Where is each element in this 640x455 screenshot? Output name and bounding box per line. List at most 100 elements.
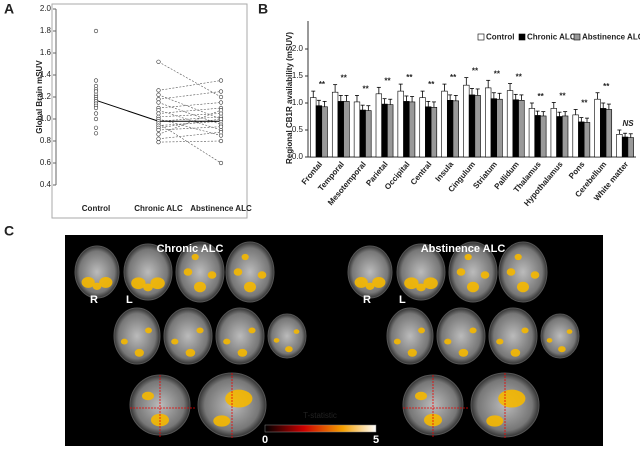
bar bbox=[528, 108, 536, 158]
bar bbox=[621, 136, 629, 158]
data-point bbox=[218, 100, 224, 105]
activation-blob bbox=[546, 338, 553, 343]
activation-blob bbox=[257, 271, 267, 279]
activation-blob bbox=[207, 271, 217, 279]
activation-blob bbox=[506, 268, 516, 276]
brain-slice bbox=[175, 241, 225, 303]
data-point bbox=[218, 94, 224, 100]
activation-blob bbox=[196, 327, 204, 334]
y-axis-label: Global Brain mSUV bbox=[35, 60, 44, 134]
brain-slice bbox=[74, 245, 120, 299]
x-tick-label: Control bbox=[82, 204, 110, 213]
activation-blob bbox=[393, 338, 401, 345]
paired-line bbox=[158, 109, 222, 131]
bar bbox=[600, 108, 607, 158]
bar bbox=[446, 100, 454, 158]
paired-line bbox=[158, 91, 222, 100]
brain-slice bbox=[225, 241, 275, 303]
bar bbox=[512, 99, 519, 158]
activation-blob bbox=[469, 327, 477, 334]
paired-line bbox=[158, 140, 222, 143]
activation-blob bbox=[517, 281, 529, 293]
y-tick-label: 2.0 bbox=[40, 4, 52, 13]
side-label: L bbox=[399, 294, 406, 306]
legend-label: Control bbox=[486, 33, 514, 42]
data-point bbox=[156, 59, 161, 64]
bar bbox=[419, 97, 426, 158]
bar bbox=[468, 94, 476, 158]
activation-blob bbox=[171, 338, 179, 345]
activation-blob bbox=[530, 271, 540, 279]
bar bbox=[375, 93, 382, 158]
bar bbox=[627, 137, 634, 158]
y-tick-label: 1.6 bbox=[40, 48, 52, 57]
bar bbox=[556, 116, 563, 158]
legend-swatch bbox=[518, 33, 526, 41]
bar bbox=[365, 110, 372, 158]
panel-c: Chronic ALC R L Abstinence ALC R L T-statistic… bbox=[74, 241, 580, 446]
colorbar bbox=[264, 424, 377, 433]
bar bbox=[506, 90, 514, 158]
paired-line bbox=[158, 80, 222, 91]
legend-swatch bbox=[573, 33, 581, 41]
panel-title: Abstinence ALC bbox=[421, 243, 506, 255]
activation-blob bbox=[464, 253, 472, 261]
y-tick-label: 0.5 bbox=[292, 125, 304, 134]
significance-label: ** bbox=[450, 73, 457, 82]
bar bbox=[605, 109, 613, 158]
data-point bbox=[156, 140, 161, 145]
activation-blob bbox=[365, 282, 375, 290]
data-point bbox=[156, 132, 161, 137]
x-tick-label: Hypothalamus bbox=[522, 159, 565, 207]
side-label: R bbox=[363, 294, 371, 306]
brain-slice bbox=[498, 241, 548, 303]
paired-line bbox=[158, 109, 222, 135]
bar bbox=[397, 90, 404, 158]
data-point bbox=[93, 28, 99, 34]
significance-label: ** bbox=[559, 92, 566, 101]
activation-blob bbox=[354, 276, 368, 288]
side-label: L bbox=[126, 294, 133, 306]
activation-blob bbox=[521, 327, 529, 334]
panel-title: Chronic ALC bbox=[157, 243, 224, 255]
activation-blob bbox=[407, 348, 417, 357]
significance-label: ** bbox=[319, 80, 326, 89]
activation-blob bbox=[248, 327, 256, 334]
activation-blob bbox=[185, 348, 196, 357]
panel-label: A bbox=[4, 1, 14, 17]
bar bbox=[572, 114, 579, 158]
activation-blob bbox=[514, 253, 522, 261]
activation-blob bbox=[143, 283, 153, 292]
activation-blob bbox=[142, 391, 154, 401]
activation-blob bbox=[150, 277, 165, 290]
bar bbox=[441, 90, 448, 158]
activation-blob bbox=[241, 253, 249, 261]
panel-a-frame bbox=[51, 3, 248, 219]
activation-blob bbox=[458, 348, 469, 357]
data-point bbox=[156, 92, 161, 97]
data-point bbox=[218, 124, 224, 129]
bar bbox=[430, 107, 438, 158]
activation-blob bbox=[486, 415, 504, 427]
bar bbox=[343, 101, 350, 158]
data-point bbox=[93, 105, 99, 111]
bar bbox=[540, 115, 547, 158]
brain-slice bbox=[488, 307, 538, 365]
bar bbox=[485, 87, 492, 158]
data-point bbox=[218, 160, 224, 166]
brain-slice bbox=[163, 307, 213, 365]
bar bbox=[321, 106, 328, 158]
bar bbox=[353, 101, 361, 158]
y-tick-label: 0.8 bbox=[40, 136, 52, 145]
brain-slice bbox=[448, 241, 498, 303]
bar bbox=[518, 100, 525, 158]
data-point bbox=[93, 111, 99, 116]
bar bbox=[315, 105, 323, 158]
activation-blob bbox=[244, 281, 256, 293]
bar bbox=[534, 115, 541, 158]
bar bbox=[594, 98, 601, 158]
legend-label: Abstinence ALC bbox=[582, 33, 640, 42]
activation-blob bbox=[444, 338, 452, 345]
significance-label: ** bbox=[406, 73, 413, 82]
brain-slice bbox=[215, 307, 265, 365]
